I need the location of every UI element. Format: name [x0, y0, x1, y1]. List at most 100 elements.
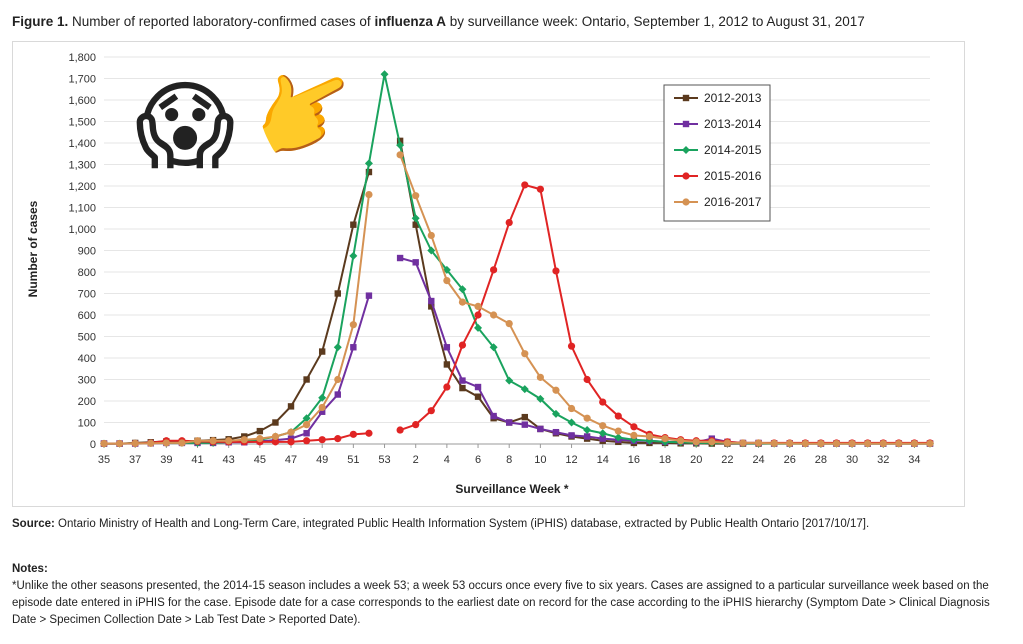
legend: 2012-2013 2013-2014 2014-2015 2015-2016 2016… — [663, 84, 771, 222]
x-tick-label: 28 — [815, 454, 827, 466]
y-tick-label: 400 — [78, 353, 96, 365]
x-tick-label: 45 — [254, 454, 266, 466]
x-tick-label: 51 — [347, 454, 359, 466]
series-2012-2013 — [100, 137, 934, 447]
source-label: Source: — [12, 518, 55, 530]
y-tick-label: 300 — [78, 375, 96, 387]
data-point — [427, 231, 435, 240]
y-tick-label: 700 — [78, 289, 96, 301]
data-point — [287, 403, 295, 410]
x-tick-label: 16 — [628, 454, 640, 466]
data-point — [396, 426, 404, 434]
data-point — [832, 439, 841, 448]
data-point — [412, 221, 419, 228]
data-point — [490, 412, 497, 420]
data-point — [302, 414, 311, 423]
data-point — [536, 185, 544, 193]
data-point — [583, 426, 592, 435]
data-point — [598, 429, 607, 438]
data-point — [786, 439, 794, 447]
data-point — [567, 418, 576, 427]
y-tick-label: 1,500 — [68, 117, 96, 129]
data-point — [614, 433, 623, 442]
data-point — [443, 361, 451, 368]
data-point — [682, 120, 690, 128]
data-point — [864, 439, 872, 448]
data-point — [272, 419, 279, 426]
data-point — [396, 254, 404, 262]
data-point — [303, 437, 311, 445]
figure-title-bold: influenza A — [374, 14, 446, 29]
data-point — [350, 344, 357, 351]
series-line — [399, 257, 930, 445]
data-point — [428, 297, 435, 305]
data-point — [443, 344, 451, 351]
x-tick-label: 43 — [223, 454, 235, 466]
data-point — [256, 427, 264, 435]
data-point — [287, 438, 295, 446]
x-tick-label: 6 — [475, 454, 481, 466]
data-point — [506, 419, 513, 426]
data-point — [459, 377, 466, 384]
y-axis-label: Number of cases — [26, 200, 40, 297]
data-point — [458, 341, 467, 349]
figure-title: Figure 1. Number of reported laboratory-… — [12, 14, 865, 29]
data-point — [131, 439, 139, 447]
legend-item: 2015-2016 — [674, 169, 762, 183]
data-point — [552, 386, 560, 394]
y-tick-label: 1,400 — [68, 138, 96, 150]
data-point — [490, 266, 498, 274]
data-point — [567, 342, 576, 350]
data-point — [583, 414, 591, 422]
data-point — [349, 251, 358, 260]
notes-text: *Unlike the other seasons presented, the… — [12, 580, 990, 626]
data-point — [490, 311, 498, 319]
screaming-face-icon: 😱 — [135, 70, 236, 182]
data-point — [645, 432, 654, 441]
x-axis: 35 37 39 41 43 45 47 49 51 53 2 4 6 8 10 12 14 16 18 20 22 24… — [98, 444, 921, 466]
data-point — [739, 439, 747, 447]
y-axis: 0 100 200 300 400 500 600 700 800 900 1,000 1,100 1,… — [68, 52, 96, 451]
x-tick-label: 39 — [160, 454, 172, 466]
data-point — [926, 439, 934, 448]
y-tick-label: 500 — [78, 332, 96, 344]
x-tick-label: 32 — [877, 454, 889, 466]
data-point — [552, 428, 560, 436]
data-point — [754, 439, 763, 447]
y-tick-label: 800 — [78, 267, 96, 279]
data-point — [599, 422, 607, 430]
data-point — [256, 435, 264, 443]
y-tick-label: 1,200 — [68, 181, 96, 193]
data-point — [458, 298, 467, 306]
data-point — [412, 192, 420, 200]
legend-item: 2012-2013 — [674, 91, 762, 105]
data-point — [209, 437, 217, 445]
x-tick-label: 34 — [908, 454, 920, 466]
data-point — [396, 151, 404, 159]
data-point — [318, 436, 326, 444]
series-layer — [100, 70, 934, 448]
data-point — [521, 421, 528, 428]
data-point — [427, 246, 436, 255]
data-point — [365, 191, 373, 199]
x-tick-label: 24 — [752, 454, 764, 466]
y-tick-label: 900 — [78, 246, 96, 258]
x-tick-label: 4 — [444, 454, 450, 466]
x-tick-label: 2 — [413, 454, 419, 466]
data-point — [459, 384, 466, 392]
figure-title-pre: Number of reported laboratory-confirmed … — [72, 14, 371, 29]
x-tick-label: 18 — [659, 454, 671, 466]
data-point — [333, 343, 342, 352]
data-point — [318, 408, 326, 415]
data-point — [147, 439, 155, 447]
data-point — [521, 413, 528, 421]
data-point — [537, 425, 544, 433]
data-point — [520, 385, 529, 394]
data-point — [474, 393, 482, 400]
data-point — [583, 375, 591, 384]
data-point — [536, 373, 544, 381]
data-point — [801, 439, 809, 448]
data-point — [411, 214, 420, 223]
data-point — [365, 292, 373, 299]
